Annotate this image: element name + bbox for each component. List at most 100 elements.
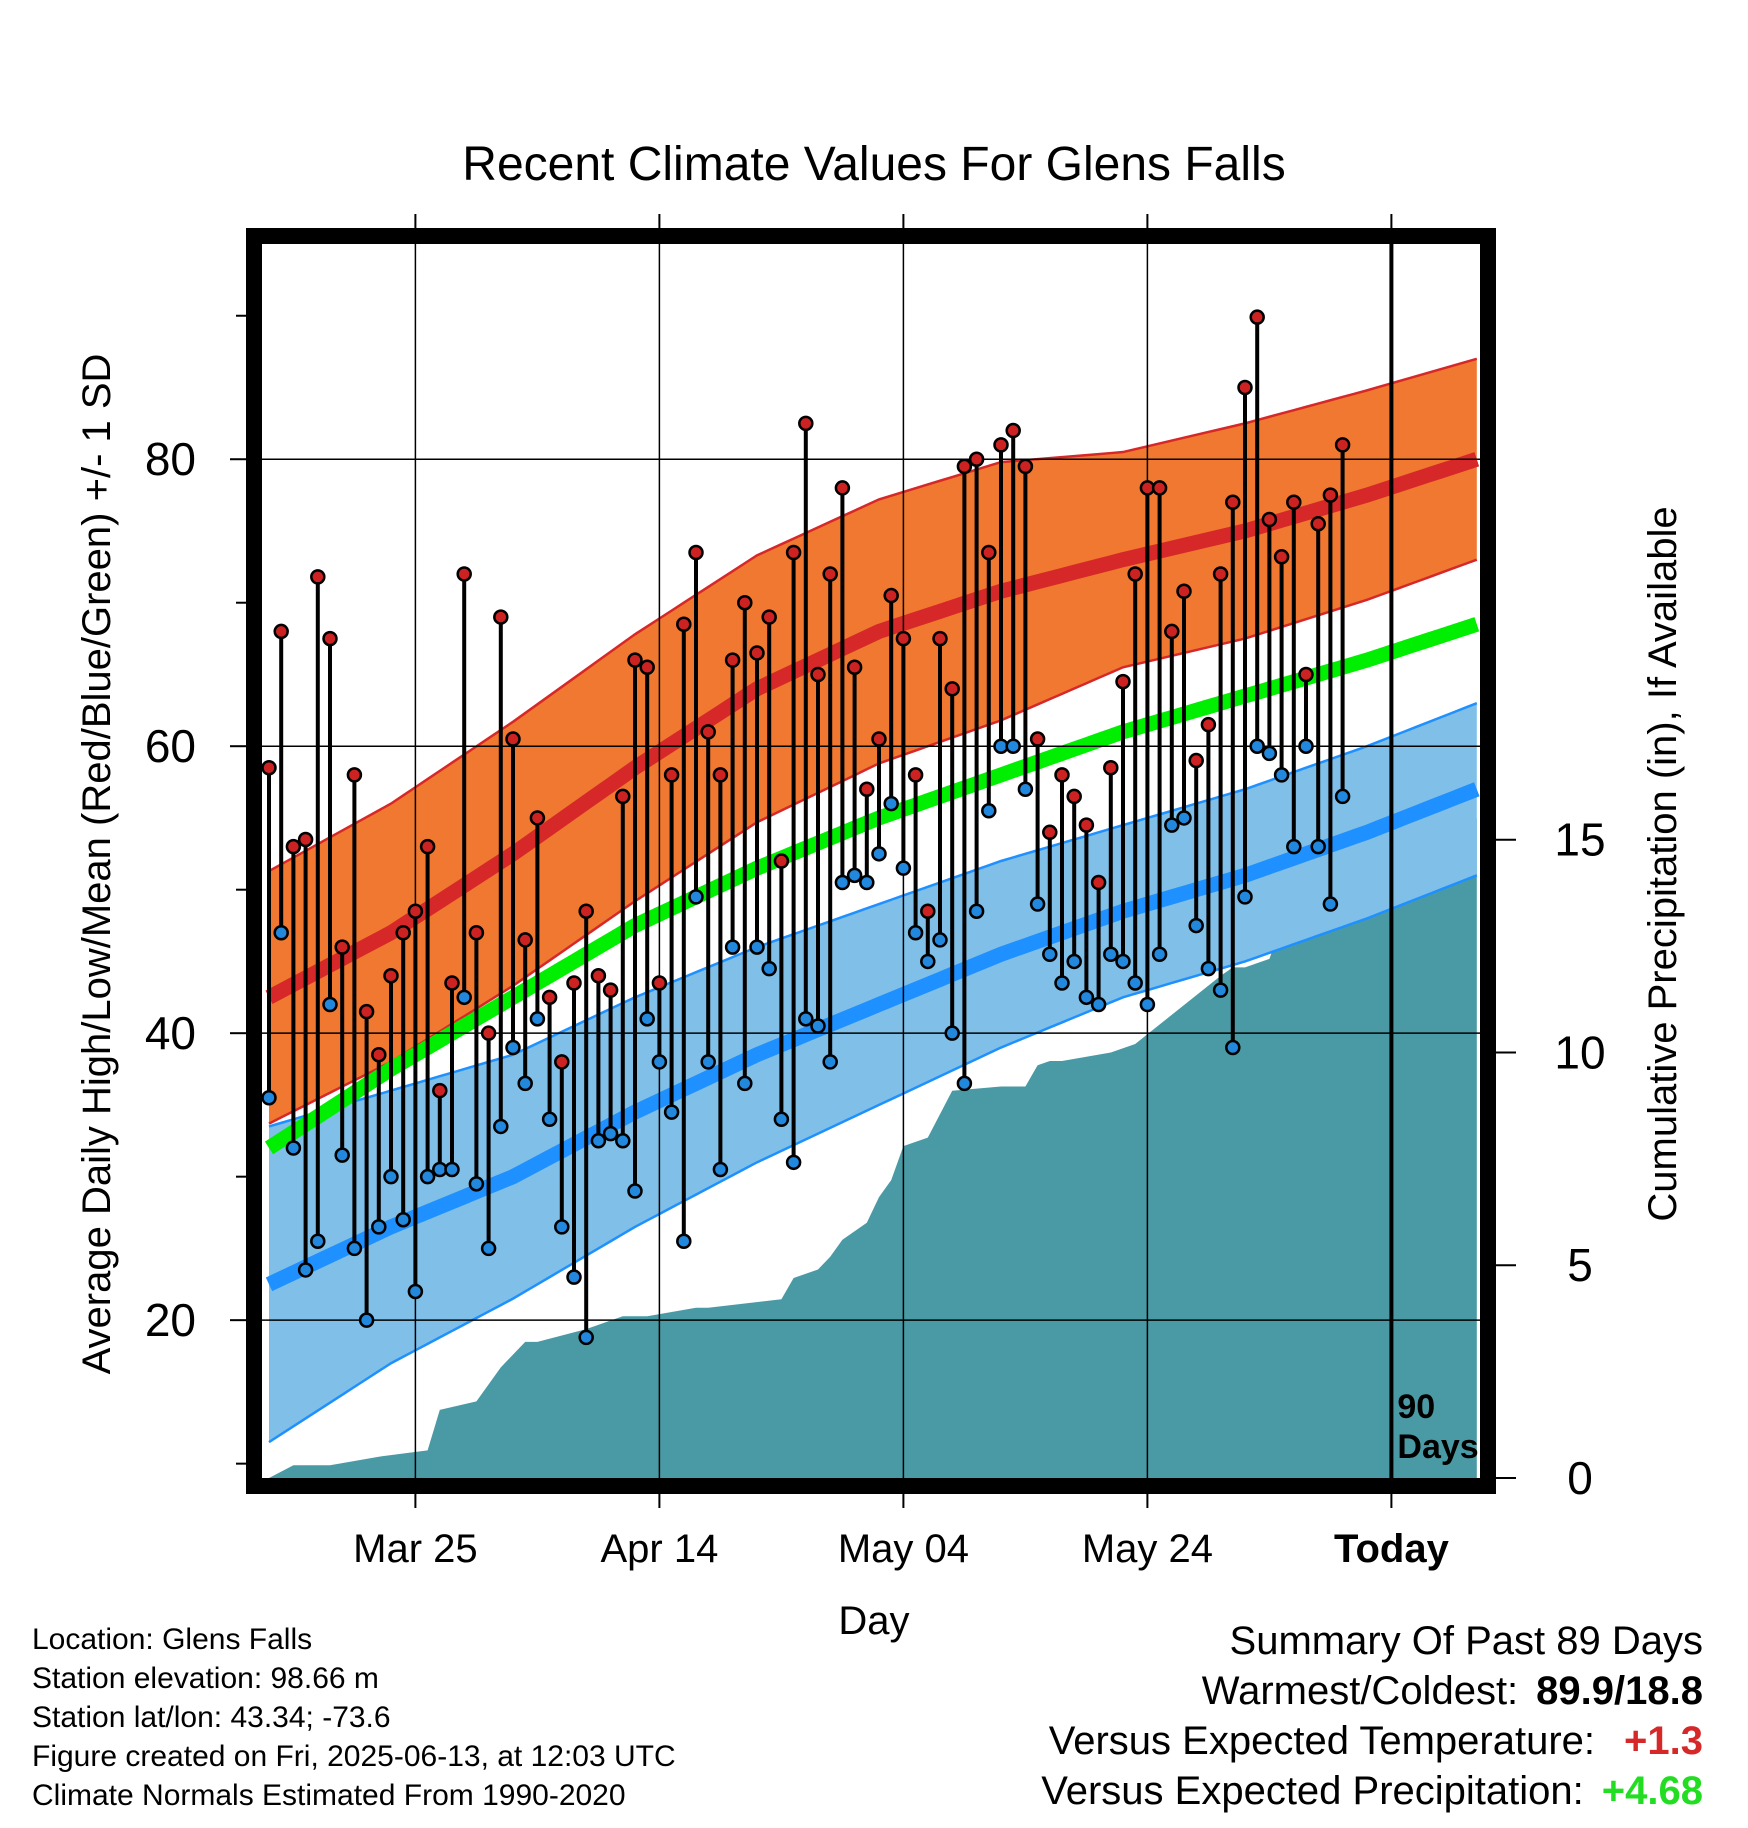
daily-low-point <box>1188 917 1204 934</box>
daily-high-point <box>1054 767 1070 783</box>
daily-low-point <box>822 1054 838 1070</box>
daily-low-point <box>493 1118 509 1135</box>
summary-temp-row: Versus Expected Temperature: +1.3 <box>1041 1716 1703 1766</box>
daily-high-point <box>273 623 289 640</box>
daily-low-point <box>676 1233 692 1249</box>
y-tick-label: 60 <box>145 720 196 772</box>
daily-high-point <box>1249 309 1265 325</box>
daily-low-point <box>737 1075 753 1092</box>
daily-high-point <box>505 731 521 747</box>
daily-high-point <box>334 939 350 955</box>
daily-high-point <box>1066 788 1082 805</box>
daily-high-point <box>517 932 533 948</box>
elevation-text: Station elevation: 98.66 m <box>32 1662 379 1695</box>
daily-high-point <box>785 544 802 561</box>
summary-warm-cold-row: Warmest/Coldest: 89.9/18.8 <box>1041 1666 1703 1716</box>
high-band-upper-edge <box>268 357 1478 873</box>
daily-high-point <box>737 594 753 611</box>
temp-value: +1.3 <box>1624 1719 1703 1763</box>
daily-low-point <box>712 1161 729 1178</box>
daily-low-point <box>1005 738 1021 754</box>
daily-low-point <box>688 889 704 905</box>
daily-high-point <box>1127 566 1143 582</box>
daily-high-point <box>993 437 1009 453</box>
daily-low-point <box>285 1140 302 1156</box>
daily-high-point <box>322 630 338 647</box>
daily-high-point <box>1188 752 1204 769</box>
daily-high-point <box>932 630 948 647</box>
daily-low-point <box>1042 946 1058 963</box>
daily-high-point <box>261 759 277 776</box>
daily-low-point <box>1225 1039 1241 1056</box>
daily-low-point <box>907 924 924 941</box>
daily-low-point <box>480 1240 497 1257</box>
daily-low-point <box>602 1125 619 1142</box>
daily-high-point <box>1005 422 1021 439</box>
daily-low-point <box>724 939 741 955</box>
y-right-tick-label: 15 <box>1554 814 1605 866</box>
daily-low-point <box>334 1147 350 1163</box>
daily-high-point <box>883 587 899 604</box>
daily-low-point <box>700 1054 716 1070</box>
x-tick-label: Mar 25 <box>353 1527 478 1571</box>
daily-high-point <box>1261 511 1278 528</box>
daily-low-point <box>1090 996 1107 1013</box>
daily-low-point <box>1151 946 1168 963</box>
daily-low-point <box>310 1233 326 1249</box>
daily-low-point <box>590 1133 607 1149</box>
daily-low-point <box>297 1262 314 1278</box>
temp-label: Versus Expected Temperature: <box>1048 1719 1595 1763</box>
daily-high-point <box>371 1046 387 1063</box>
daily-high-point <box>358 1003 375 1020</box>
daily-low-point <box>541 1111 558 1128</box>
daily-high-point <box>480 1025 497 1041</box>
daily-high-point <box>590 968 607 984</box>
daily-high-point <box>1237 379 1253 396</box>
daily-high-point <box>468 924 485 941</box>
daily-low-point <box>651 1054 668 1070</box>
daily-low-point <box>1310 838 1326 855</box>
daily-high-point <box>846 659 863 676</box>
daily-low-point <box>1066 953 1082 970</box>
daily-low-point <box>785 1154 802 1171</box>
y-tick-label: 80 <box>145 433 196 485</box>
daily-low-point <box>1017 781 1034 798</box>
daily-low-point <box>663 1104 680 1120</box>
daily-low-point <box>1212 982 1229 998</box>
daily-high-point <box>688 544 704 561</box>
daily-low-point <box>859 874 875 891</box>
daily-high-point <box>1078 817 1095 833</box>
daily-low-point <box>944 1025 960 1041</box>
daily-high-point <box>602 982 619 998</box>
location-text: Location: Glens Falls <box>32 1623 313 1656</box>
daily-low-point <box>1298 738 1314 754</box>
daily-high-point <box>1164 623 1180 640</box>
daily-low-point <box>871 846 887 862</box>
daily-low-point <box>566 1269 582 1285</box>
y-tick-label: 20 <box>145 1294 196 1346</box>
normal-low-line <box>265 782 1480 1292</box>
daily-high-point <box>1273 549 1290 565</box>
daily-high-point <box>1017 458 1034 475</box>
summary-title: Summary Of Past 89 Days <box>1229 1619 1703 1663</box>
station-info: Location: Glens Falls Station elevation:… <box>32 1620 676 1815</box>
plot-frame <box>246 228 1496 1494</box>
daily-high-point <box>1298 666 1314 683</box>
high-band-lower-edge <box>268 558 1478 1125</box>
daily-high-point <box>700 724 716 740</box>
created-text: Figure created on Fri, 2025-06-13, at 12… <box>32 1740 676 1773</box>
daily-high-point <box>310 569 326 585</box>
daily-low-point <box>920 953 936 970</box>
daily-low-point <box>578 1329 594 1346</box>
daily-high-point <box>1286 494 1302 511</box>
daily-high-point <box>578 903 594 919</box>
daily-high-point <box>1115 673 1131 690</box>
daily-low-point <box>773 1111 790 1128</box>
daily-high-point <box>1225 494 1241 511</box>
daily-high-point <box>285 838 302 855</box>
x-axis-label: Day <box>838 1599 909 1643</box>
daily-high-point <box>407 903 424 919</box>
daily-low-point <box>761 960 777 977</box>
daily-high-point <box>798 415 814 432</box>
daily-high-point <box>432 1082 448 1099</box>
